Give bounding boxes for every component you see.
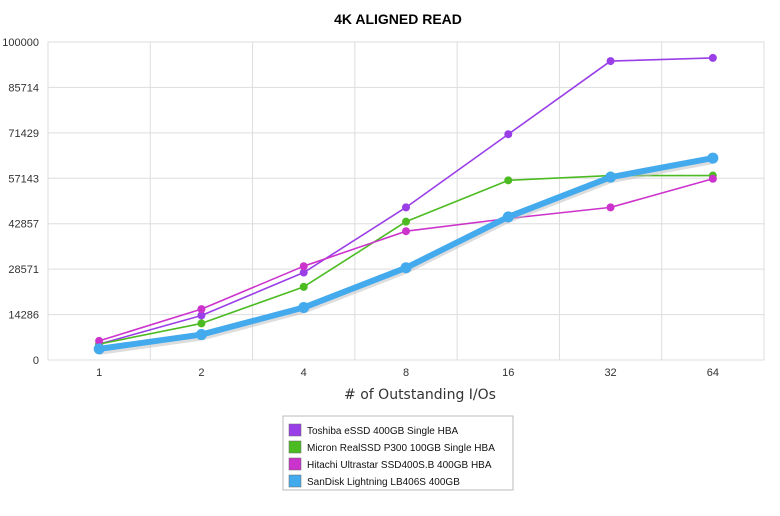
y-tick-label: 42857: [8, 219, 39, 231]
data-point: [298, 302, 310, 314]
data-point: [606, 203, 615, 212]
y-tick-label: 71429: [8, 128, 39, 140]
data-point: [504, 130, 513, 139]
data-point: [502, 211, 514, 223]
data-point: [707, 152, 719, 164]
data-point: [605, 171, 617, 183]
data-point: [400, 262, 412, 274]
data-point: [197, 311, 206, 320]
x-tick-label: 2: [198, 367, 204, 379]
x-tick-label: 1: [96, 367, 102, 379]
data-point: [402, 227, 410, 236]
data-point: [504, 176, 513, 185]
y-tick-label: 100000: [2, 37, 39, 49]
legend-swatch: [288, 474, 302, 488]
x-tick-label: 8: [403, 367, 409, 379]
y-axis-ticks: 0 14286 28571 42857 57143 71429 85714 100000: [2, 37, 39, 367]
y-tick-label: 0: [33, 355, 39, 367]
legend-label: Hitachi Ultrastar SSD400S.B 400GB HBA: [307, 460, 492, 471]
data-point: [197, 319, 206, 328]
series-lines: [93, 53, 719, 355]
data-point: [93, 343, 105, 355]
x-tick-label: 4: [301, 367, 307, 379]
y-tick-label: 57143: [8, 173, 39, 185]
legend-swatch: [288, 457, 302, 471]
x-tick-label: 16: [502, 367, 514, 379]
plot-area: [47, 41, 765, 361]
data-point: [402, 217, 410, 226]
data-point: [299, 262, 308, 271]
data-point: [402, 203, 410, 212]
legend-label: Micron RealSSD P300 100GB Single HBA: [307, 443, 495, 454]
data-point: [197, 305, 206, 314]
data-point: [195, 329, 207, 341]
data-point: [708, 53, 717, 62]
x-axis-label: # of Outstanding I/Os: [344, 387, 496, 403]
x-tick-label: 32: [604, 367, 616, 379]
data-point: [299, 268, 308, 277]
x-tick-label: 64: [707, 367, 719, 379]
data-point: [299, 282, 308, 291]
chart-title: 4K ALIGNED READ: [334, 11, 462, 27]
grid-lines: [48, 41, 764, 361]
y-tick-label: 85714: [8, 82, 39, 94]
y-tick-label: 14286: [8, 310, 39, 322]
legend-label: Toshiba eSSD 400GB Single HBA: [307, 426, 459, 437]
data-point: [95, 336, 104, 345]
legend-swatch: [288, 423, 302, 437]
data-point: [708, 174, 717, 183]
legend-label: SanDisk Lightning LB406S 400GB: [307, 477, 460, 488]
x-axis-ticks: 1 2 4 8 16 32 64: [96, 367, 719, 379]
legend: Toshiba eSSD 400GB Single HBA Micron Real…: [282, 415, 514, 491]
legend-swatch: [288, 440, 302, 454]
y-tick-label: 28571: [8, 264, 39, 276]
data-point: [606, 57, 615, 66]
legend-box: [282, 415, 514, 491]
